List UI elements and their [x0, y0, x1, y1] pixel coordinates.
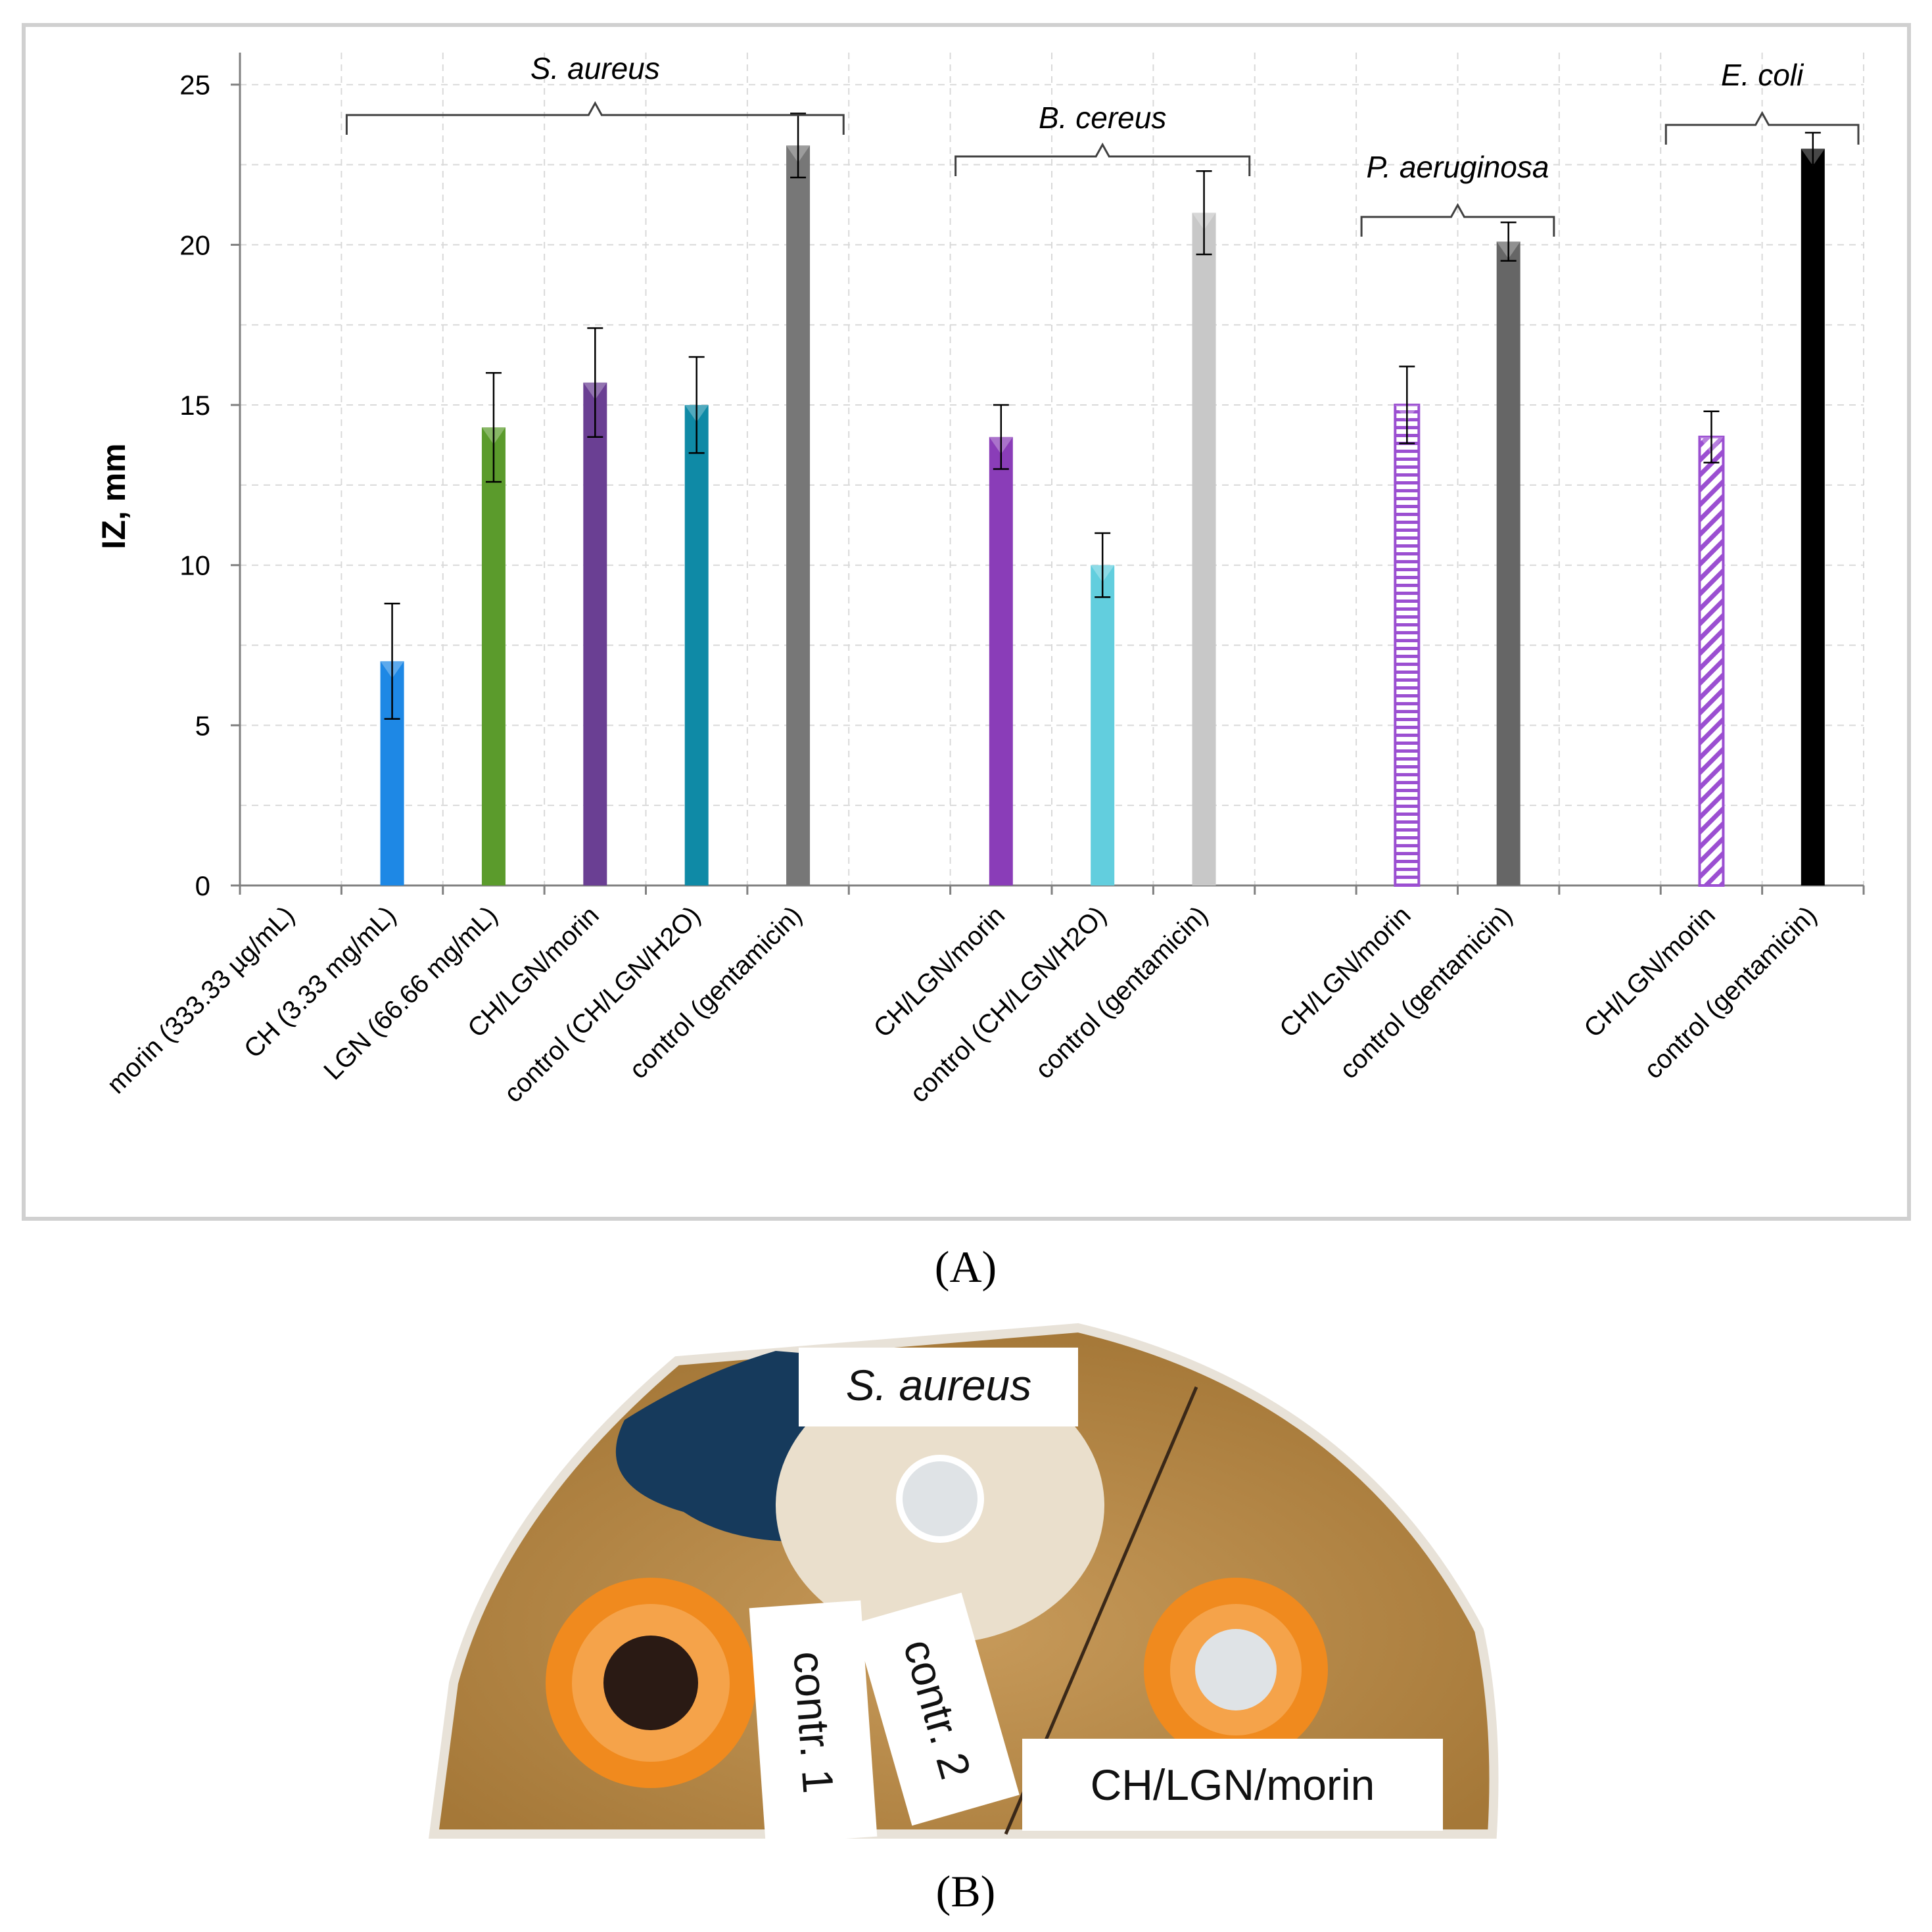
group-brackets: S. aureus B. cereus P. aeruginosa E. coli [345, 51, 1860, 237]
label-box-contr1 [749, 1600, 878, 1845]
bar [1698, 435, 1725, 887]
bar [684, 405, 709, 885]
disc-top [896, 1455, 984, 1543]
group-label: S. aureus [530, 51, 660, 85]
chart-frame [22, 23, 1911, 1221]
label-box-sample [1022, 1739, 1443, 1831]
group-bracket [1664, 110, 1860, 145]
y-tick-label: 20 [179, 229, 210, 260]
group-label: E. coli [1721, 58, 1804, 92]
group-label: P. aeruginosa [1367, 150, 1549, 184]
label-box-contr2 [854, 1592, 1020, 1826]
bar [481, 427, 506, 885]
bar [989, 436, 1013, 885]
y-ticks: 0 5 10 15 20 25 [179, 70, 1865, 901]
group-label: B. cereus [1039, 101, 1166, 135]
disc-sample [1195, 1629, 1277, 1710]
bar [1496, 241, 1520, 885]
grid [240, 53, 1864, 885]
panel-label-b: (B) [936, 1866, 996, 1916]
group-bracket [954, 142, 1251, 176]
group-bracket [1360, 202, 1555, 237]
photo-label-sample: CH/LGN/morin [1091, 1760, 1375, 1809]
label-box-top [799, 1348, 1078, 1426]
y-tick-label: 15 [179, 390, 210, 421]
bar [786, 145, 811, 886]
bar [1394, 404, 1421, 887]
bar [1192, 212, 1216, 886]
bar [583, 382, 607, 885]
disc-contr1 [603, 1636, 698, 1730]
agar-plate-photo: S. aureus contr. 1 contr. 2 CH/LGN/morin [429, 1323, 1499, 1845]
bars [380, 145, 1825, 887]
bar [1091, 565, 1115, 885]
photo-label-contr1: contr. 1 [785, 1649, 843, 1795]
group-bracket [345, 101, 845, 135]
photo-label-top: S. aureus [846, 1361, 1032, 1409]
error-bars [384, 112, 1821, 720]
y-tick-label: 0 [195, 870, 210, 901]
bar [1801, 149, 1825, 886]
panel-label-a: (A) [935, 1242, 997, 1292]
y-tick-label: 5 [195, 710, 210, 741]
y-tick-label: 25 [179, 70, 210, 101]
y-tick-label: 10 [179, 550, 210, 581]
y-axis-label: IZ, mm [95, 443, 132, 549]
